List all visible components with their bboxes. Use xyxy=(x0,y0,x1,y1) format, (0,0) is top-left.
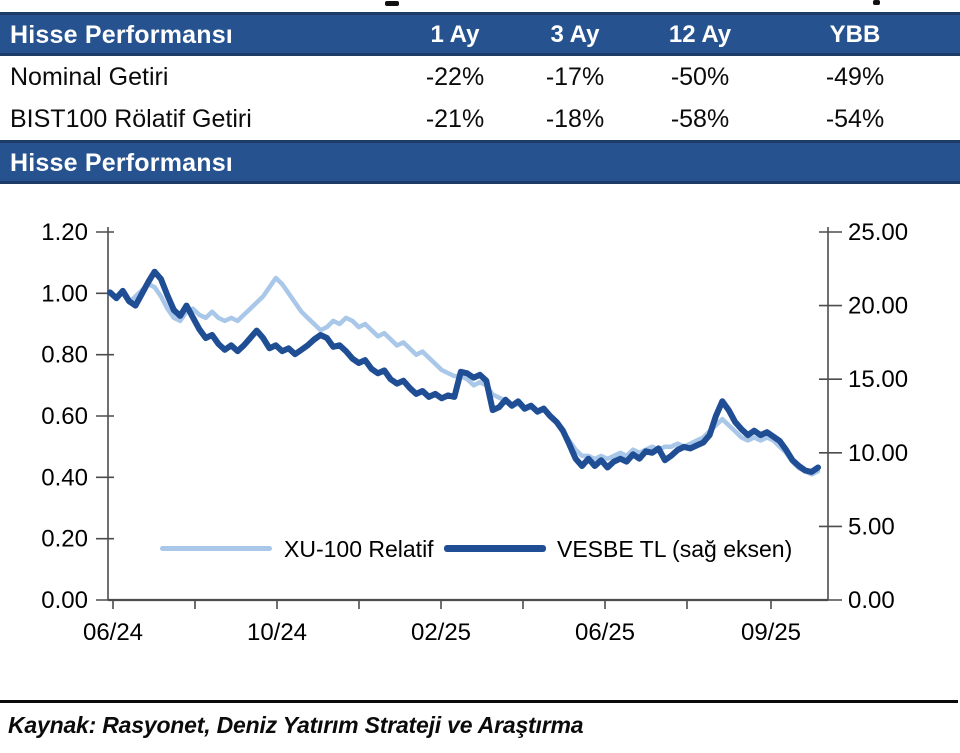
right-axis-tick-label: 5.00 xyxy=(848,513,895,540)
cell-value: -50% xyxy=(670,63,730,91)
legend-swatch-xu100-relatif xyxy=(160,546,272,551)
source-note: Kaynak: Rasyonet, Deniz Yatırım Strateji… xyxy=(8,712,584,738)
section-title-bar: Hisse Performansı xyxy=(0,140,960,184)
right-axis-tick-label: 0.00 xyxy=(848,587,895,614)
left-axis-tick-label: 0.00 xyxy=(41,587,88,614)
left-axis-tick-label: 0.60 xyxy=(41,403,88,430)
legend-label-vesbe-tl: VESBE TL (sağ eksen) xyxy=(557,536,793,562)
cropped-text-remnant xyxy=(385,1,399,6)
col-header-3ay: 3 Ay xyxy=(550,21,600,48)
legend-swatch-vesbe-tl xyxy=(444,545,546,552)
table-row: BIST100 Rölatif Getiri -21% -18% -58% -5… xyxy=(0,98,960,140)
cell-value: -21% xyxy=(425,105,485,133)
cell-value: -18% xyxy=(545,105,605,133)
col-header-1ay: 1 Ay xyxy=(430,21,480,48)
row-label: BIST100 Rölatif Getiri xyxy=(10,105,252,133)
x-axis-label: 09/25 xyxy=(741,619,801,646)
x-axis-label: 06/24 xyxy=(83,619,143,646)
right-axis-tick-label: 25.00 xyxy=(848,219,908,246)
left-axis-tick-label: 1.00 xyxy=(41,280,88,307)
left-axis-tick-label: 1.20 xyxy=(41,219,88,246)
section-title: Hisse Performansı xyxy=(10,149,233,177)
x-axis-label: 06/25 xyxy=(575,619,635,646)
col-header-ybb: YBB xyxy=(829,21,881,48)
left-axis-tick-label: 0.20 xyxy=(41,526,88,553)
table-row: Nominal Getiri -22% -17% -50% -49% xyxy=(0,56,960,98)
left-axis-tick-label: 0.80 xyxy=(41,342,88,369)
x-axis-label: 02/25 xyxy=(411,619,471,646)
x-axis-label: 10/24 xyxy=(247,619,307,646)
legend-label-xu100-relatif: XU-100 Relatif xyxy=(284,536,434,562)
xu-100-relatif-line xyxy=(107,275,821,477)
footer-divider xyxy=(0,700,958,703)
row-label: Nominal Getiri xyxy=(10,63,169,91)
right-axis-tick-label: 20.00 xyxy=(848,293,908,320)
cell-value: -54% xyxy=(825,105,885,133)
table-title-bar: Hisse Performansı 1 Ay 3 Ay 12 Ay YBB xyxy=(0,12,960,56)
cell-value: -58% xyxy=(670,105,730,133)
cropped-text-remnant xyxy=(873,0,880,5)
table-title: Hisse Performansı xyxy=(10,21,233,49)
right-axis-tick-label: 10.00 xyxy=(848,440,908,467)
cell-value: -49% xyxy=(825,63,885,91)
performance-chart: 0.00 0.20 0.40 0.60 0.80 1.00 1.20 0.00 5.00 10.0… xyxy=(41,219,908,646)
col-header-12ay: 12 Ay xyxy=(668,21,732,48)
right-axis-tick-label: 15.00 xyxy=(848,366,908,393)
left-axis-tick-label: 0.40 xyxy=(41,464,88,491)
cell-value: -17% xyxy=(545,63,605,91)
cell-value: -22% xyxy=(425,63,485,91)
vesbe-tl-line xyxy=(107,268,821,475)
